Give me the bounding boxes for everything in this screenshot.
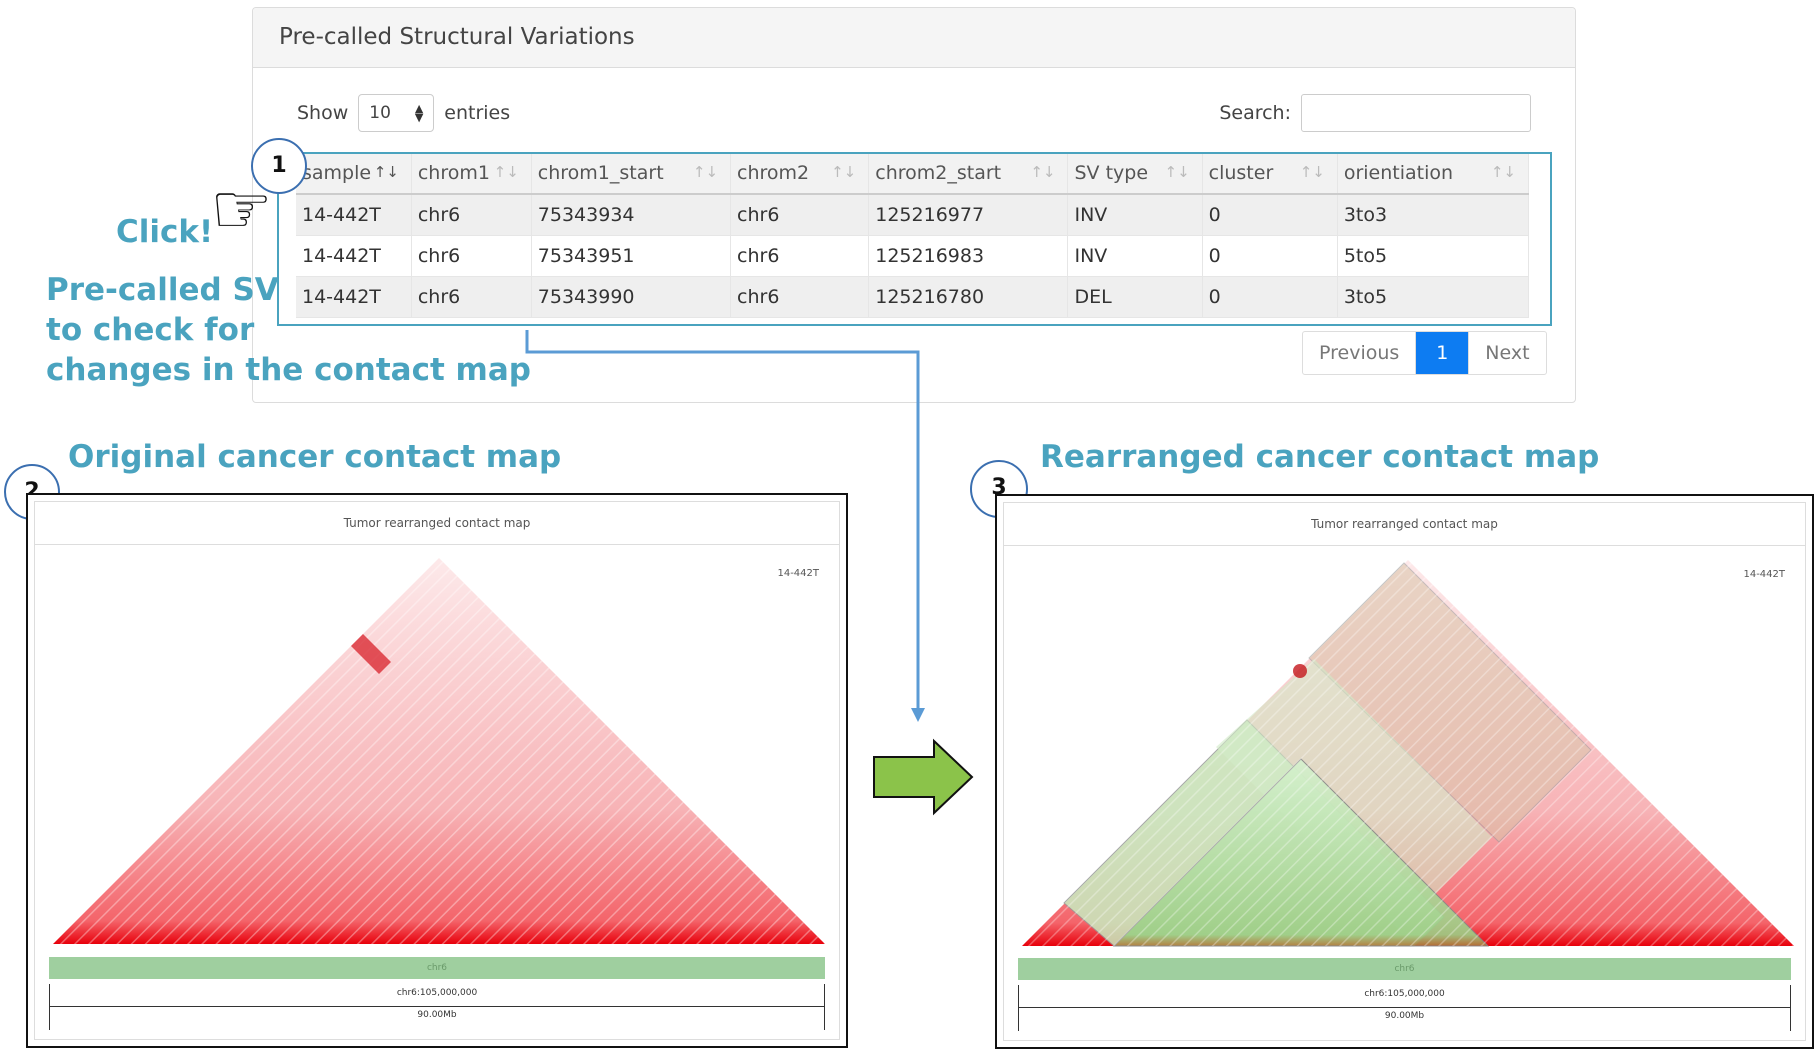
original-axis: chr6:105,000,000 90.00Mb bbox=[49, 984, 825, 1030]
cell-chrom2-start: 125216977 bbox=[868, 194, 1069, 236]
cell-sv-type: INV bbox=[1067, 194, 1203, 236]
sv-table: sample ↑↓ chrom1 ↑↓ chrom1_start ↑↓ chrom2 ↑… bbox=[296, 153, 1530, 318]
cell-cluster: 0 bbox=[1202, 276, 1338, 318]
rearranged-map-heading: Rearranged cancer contact map bbox=[1040, 439, 1600, 475]
rearranged-map-panel: Tumor rearranged contact map 14-442T bbox=[1003, 502, 1806, 1041]
table-row[interactable]: 14-442T chr6 75343951 chr6 125216983 INV… bbox=[296, 235, 1530, 277]
cell-sample: 14-442T bbox=[296, 276, 412, 318]
previous-page-button[interactable]: Previous bbox=[1303, 332, 1417, 374]
pointing-hand-icon: ☞ bbox=[210, 168, 273, 250]
sort-asc-icon: ↑↓ bbox=[373, 163, 399, 181]
sort-icon: ↑↓ bbox=[1490, 163, 1516, 181]
cell-orientation: 5to5 bbox=[1337, 235, 1530, 277]
connector-arrowhead-icon bbox=[911, 708, 925, 722]
sort-icon: ↑↓ bbox=[1299, 163, 1325, 181]
col-header-sample[interactable]: sample ↑↓ bbox=[296, 153, 412, 195]
show-label: Show bbox=[297, 102, 349, 124]
precalled-line-3: changes in the contact map bbox=[46, 352, 531, 388]
col-header-orientation[interactable]: orientiation ↑↓ bbox=[1337, 153, 1530, 195]
cell-orientation: 3to3 bbox=[1337, 194, 1530, 236]
rearranged-contact-map[interactable] bbox=[1004, 503, 1809, 1043]
table-row[interactable]: 14-442T chr6 75343934 chr6 125216977 INV… bbox=[296, 194, 1530, 236]
entries-label: entries bbox=[444, 102, 511, 124]
page-length-control: Show 10 ▲ ▼ entries bbox=[297, 94, 510, 132]
panel-title: Pre-called Structural Variations bbox=[253, 8, 1575, 68]
cell-chrom2-start: 125216780 bbox=[868, 276, 1069, 318]
cell-chrom2: chr6 bbox=[730, 194, 870, 236]
sort-icon: ↑↓ bbox=[493, 163, 519, 181]
cell-chrom2-start: 125216983 bbox=[868, 235, 1069, 277]
connector-line bbox=[525, 330, 920, 712]
rearranged-axis-position: chr6:105,000,000 bbox=[1019, 989, 1790, 999]
rearranged-map-frame: Tumor rearranged contact map 14-442T bbox=[995, 494, 1814, 1049]
cell-cluster: 0 bbox=[1202, 194, 1338, 236]
table-row[interactable]: 14-442T chr6 75343990 chr6 125216780 DEL… bbox=[296, 276, 1530, 318]
cell-chrom1-start: 75343934 bbox=[531, 194, 732, 236]
sort-icon: ↑↓ bbox=[831, 163, 857, 181]
cell-chrom2: chr6 bbox=[730, 235, 870, 277]
right-arrow-icon bbox=[873, 738, 974, 816]
original-contact-map[interactable] bbox=[35, 502, 843, 1042]
updown-arrows-icon: ▲ ▼ bbox=[414, 102, 424, 124]
original-chrom-bar: chr6 bbox=[49, 957, 825, 979]
contact-texture bbox=[53, 558, 825, 944]
cell-chrom2: chr6 bbox=[730, 276, 870, 318]
original-map-heading: Original cancer contact map bbox=[68, 439, 562, 475]
original-map-frame: Tumor rearranged contact map 14-442T chr… bbox=[26, 493, 848, 1048]
sv-hotspot bbox=[351, 634, 391, 674]
cell-chrom1: chr6 bbox=[411, 194, 532, 236]
cell-sv-type: DEL bbox=[1067, 276, 1203, 318]
col-header-cluster[interactable]: cluster ↑↓ bbox=[1202, 153, 1338, 195]
col-header-chrom2[interactable]: chrom2 ↑↓ bbox=[730, 153, 870, 195]
cell-chrom1: chr6 bbox=[411, 276, 532, 318]
table-highlight-box bbox=[277, 152, 1552, 326]
precalled-line-2: to check for bbox=[46, 312, 255, 348]
search-input[interactable] bbox=[1301, 94, 1531, 132]
sort-icon: ↑↓ bbox=[1164, 163, 1190, 181]
cell-sv-type: INV bbox=[1067, 235, 1203, 277]
cell-sample: 14-442T bbox=[296, 235, 412, 277]
rearranged-axis: chr6:105,000,000 90.00Mb bbox=[1018, 985, 1791, 1031]
axis-line bbox=[50, 1006, 824, 1007]
original-map-panel: Tumor rearranged contact map 14-442T chr… bbox=[34, 501, 840, 1040]
col-header-chrom2-start[interactable]: chrom2_start ↑↓ bbox=[868, 153, 1069, 195]
rearranged-map-title: Tumor rearranged contact map bbox=[1004, 503, 1805, 546]
cell-chrom1-start: 75343951 bbox=[531, 235, 732, 277]
sort-icon: ↑↓ bbox=[1030, 163, 1056, 181]
cell-orientation: 3to5 bbox=[1337, 276, 1530, 318]
cell-sample: 14-442T bbox=[296, 194, 412, 236]
cell-cluster: 0 bbox=[1202, 235, 1338, 277]
rearranged-sample-label: 14-442T bbox=[1743, 569, 1785, 580]
original-axis-size: 90.00Mb bbox=[50, 1010, 824, 1020]
col-header-chrom1-start[interactable]: chrom1_start ↑↓ bbox=[531, 153, 732, 195]
next-page-button[interactable]: Next bbox=[1468, 332, 1545, 374]
rearranged-chrom-bar: chr6 bbox=[1018, 958, 1791, 980]
precalled-sv-annotation: Pre-called SV to check for changes in th… bbox=[46, 270, 531, 390]
rearranged-axis-size: 90.00Mb bbox=[1019, 1011, 1790, 1021]
col-header-chrom1[interactable]: chrom1 ↑↓ bbox=[411, 153, 532, 195]
original-map-title: Tumor rearranged contact map bbox=[35, 502, 839, 545]
cell-chrom1: chr6 bbox=[411, 235, 532, 277]
original-axis-position: chr6:105,000,000 bbox=[50, 988, 824, 998]
page-1-button[interactable]: 1 bbox=[1416, 332, 1469, 374]
axis-line bbox=[1019, 1007, 1790, 1008]
original-sample-label: 14-442T bbox=[777, 568, 819, 579]
search-control: Search: bbox=[1219, 94, 1531, 132]
search-label: Search: bbox=[1219, 102, 1291, 124]
table-header-row: sample ↑↓ chrom1 ↑↓ chrom1_start ↑↓ chrom2 ↑… bbox=[296, 153, 1530, 195]
pagination: Previous 1 Next bbox=[1302, 331, 1547, 375]
page-length-value: 10 bbox=[369, 103, 391, 123]
sort-icon: ↑↓ bbox=[692, 163, 719, 181]
click-annotation: Click! bbox=[116, 214, 214, 250]
contact-texture bbox=[1022, 560, 1794, 946]
cell-chrom1-start: 75343990 bbox=[531, 276, 732, 318]
page-length-select[interactable]: 10 ▲ ▼ bbox=[358, 94, 435, 132]
col-header-sv-type[interactable]: SV type ↑↓ bbox=[1067, 153, 1203, 195]
breakpoint-hotspot bbox=[1293, 664, 1307, 678]
step-1-badge: 1 bbox=[251, 138, 307, 194]
precalled-line-1: Pre-called SV bbox=[46, 272, 279, 308]
